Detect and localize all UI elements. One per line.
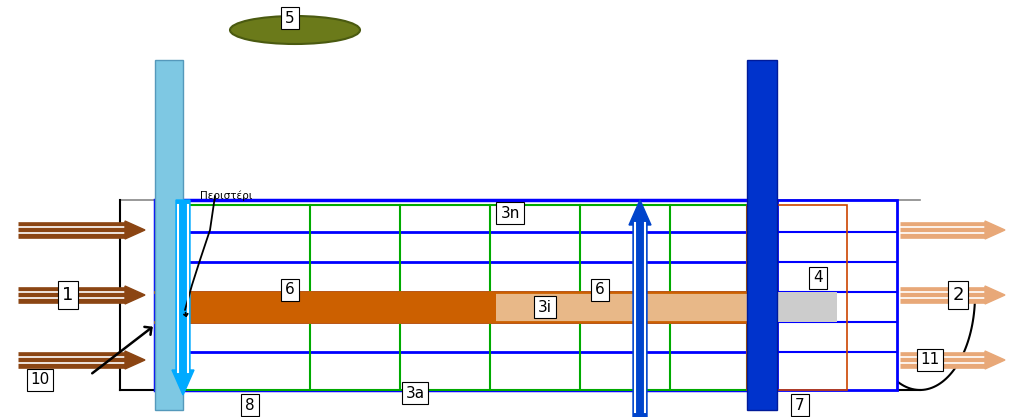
Bar xyxy=(155,60,183,410)
Bar xyxy=(777,200,897,390)
Text: 5: 5 xyxy=(286,10,295,25)
Text: 8: 8 xyxy=(245,397,255,412)
Bar xyxy=(155,292,496,322)
Text: 4: 4 xyxy=(813,271,823,286)
Text: Περιστέρι: Περιστέρι xyxy=(200,191,252,201)
Polygon shape xyxy=(125,351,145,369)
Polygon shape xyxy=(985,221,1005,239)
Text: 3i: 3i xyxy=(538,299,552,314)
Bar xyxy=(155,200,775,390)
FancyArrow shape xyxy=(172,200,194,395)
Text: 3n: 3n xyxy=(501,206,520,221)
Polygon shape xyxy=(125,221,145,239)
Polygon shape xyxy=(985,286,1005,304)
Text: 2: 2 xyxy=(952,286,964,304)
Bar xyxy=(746,60,777,410)
Ellipse shape xyxy=(230,16,360,44)
Text: 7: 7 xyxy=(796,397,805,412)
Bar xyxy=(496,292,775,322)
Polygon shape xyxy=(985,351,1005,369)
Bar xyxy=(183,205,746,390)
Bar xyxy=(777,292,837,322)
Text: 1: 1 xyxy=(62,286,74,304)
Text: 3a: 3a xyxy=(406,385,425,400)
Polygon shape xyxy=(125,286,145,304)
Text: 10: 10 xyxy=(31,372,49,387)
Bar xyxy=(746,205,847,390)
Text: 6: 6 xyxy=(595,282,605,297)
Text: 11: 11 xyxy=(921,352,940,367)
Text: 6: 6 xyxy=(285,282,295,297)
FancyArrow shape xyxy=(629,200,651,417)
